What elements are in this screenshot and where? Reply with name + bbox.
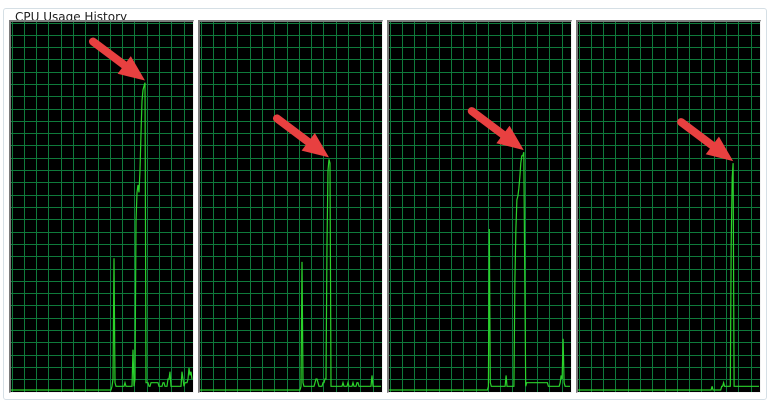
cpu-graph-4 (576, 20, 761, 393)
cpu-graph-2-svg (200, 22, 382, 392)
grid-lines (389, 22, 571, 392)
cpu-graph-2 (198, 20, 383, 393)
cpu-graph-3 (387, 20, 572, 393)
cpu-usage-line (200, 159, 381, 391)
peak-arrow-icon (467, 107, 524, 151)
cpu-usage-line (578, 163, 759, 391)
grid-lines (578, 22, 760, 392)
cpu-graph-4-svg (578, 22, 760, 392)
cpu-usage-line (11, 82, 193, 391)
peak-arrow-icon (273, 114, 329, 158)
peak-arrow-icon (677, 118, 734, 162)
cpu-usage-line (389, 151, 570, 391)
cpu-graph-1-svg (11, 22, 193, 392)
cpu-graph-3-svg (389, 22, 571, 392)
peak-arrow-icon (89, 37, 145, 81)
cpu-graph-1 (9, 20, 194, 393)
grid-lines (200, 22, 382, 392)
grid-lines (11, 22, 193, 392)
